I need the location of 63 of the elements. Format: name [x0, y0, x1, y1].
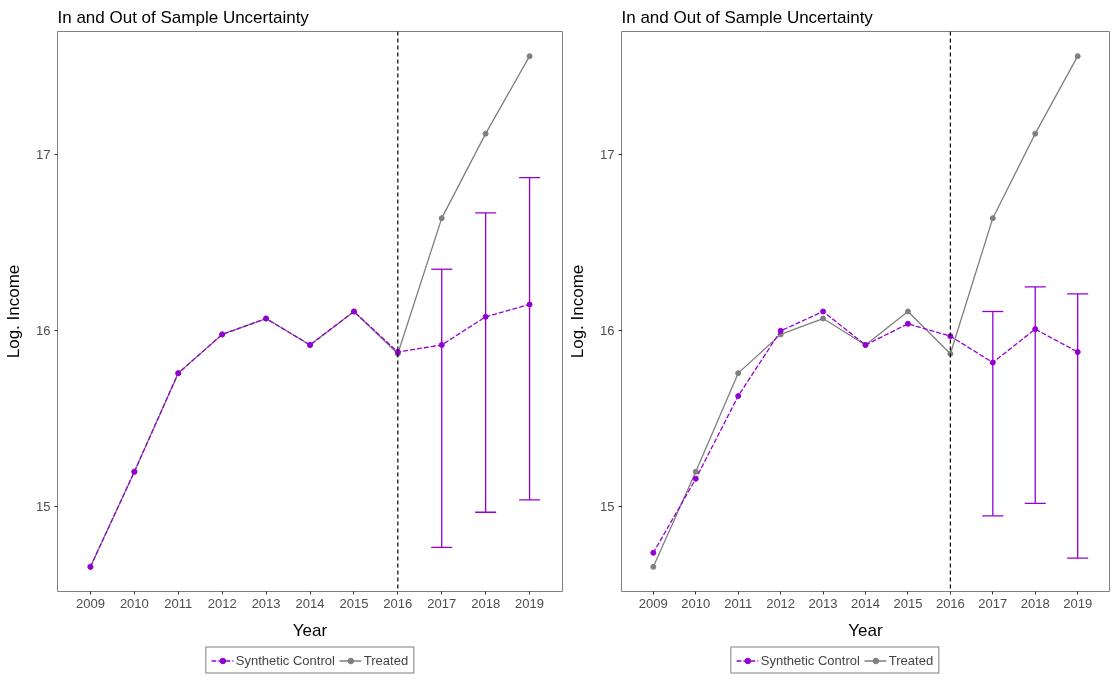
point: [438, 341, 445, 348]
x-axis-title: Year: [292, 620, 328, 640]
point: [904, 308, 911, 315]
point: [1032, 130, 1039, 137]
point: [1074, 53, 1081, 60]
point: [1032, 326, 1039, 333]
y-tick-label: 17: [600, 147, 615, 163]
point: [989, 215, 996, 222]
legend-label: Synthetic Control: [760, 652, 860, 668]
y-tick-label: 17: [36, 147, 51, 163]
x-tick-label: 2010: [681, 595, 711, 611]
x-tick-label: 2019: [1063, 595, 1093, 611]
point: [1074, 349, 1081, 355]
point: [482, 130, 489, 137]
x-tick-label: 2017: [978, 595, 1008, 611]
point: [820, 308, 827, 315]
x-tick-label: 2009: [75, 595, 105, 611]
legend-label: Synthetic Control: [235, 652, 335, 668]
x-tick-label: 2011: [164, 595, 193, 611]
point: [692, 475, 699, 482]
point: [650, 563, 657, 570]
x-tick-label: 2012: [766, 595, 796, 611]
y-axis-title: Log. Income: [568, 264, 588, 359]
x-tick-label: 2018: [1020, 595, 1050, 611]
y-tick-label: 16: [36, 323, 51, 339]
point: [820, 315, 827, 322]
point: [650, 549, 657, 556]
legend-label: Treated: [888, 652, 934, 668]
x-tick-label: 2012: [207, 595, 237, 611]
point: [947, 350, 954, 357]
y-axis-title: Log. Income: [4, 264, 24, 359]
x-tick-label: 2009: [638, 595, 668, 611]
point: [438, 215, 445, 222]
point: [947, 333, 954, 340]
x-tick-label: 2013: [808, 595, 838, 611]
legend-label: Treated: [363, 652, 409, 668]
x-tick-label: 2010: [119, 595, 149, 611]
x-tick-label: 2011: [724, 595, 753, 611]
x-axis-title: Year: [848, 620, 884, 640]
y-tick-label: 15: [36, 499, 51, 515]
x-tick-label: 2014: [295, 595, 325, 611]
x-tick-label: 2013: [251, 595, 281, 611]
x-tick-label: 2016: [383, 595, 413, 611]
x-tick-label: 2015: [339, 595, 369, 611]
x-tick-label: 2015: [893, 595, 923, 611]
chart-title: In and Out of Sample Uncertainty: [621, 7, 874, 27]
point: [482, 313, 489, 320]
y-tick-label: 15: [600, 499, 615, 515]
x-tick-label: 2016: [935, 595, 965, 611]
point: [526, 53, 533, 60]
y-tick-label: 16: [600, 323, 615, 339]
point: [989, 359, 996, 366]
x-tick-label: 2018: [471, 595, 501, 611]
point: [904, 320, 911, 327]
point: [735, 393, 742, 400]
chart-title: In and Out of Sample Uncertainty: [57, 7, 310, 27]
point: [692, 468, 699, 475]
x-tick-label: 2019: [515, 595, 545, 611]
point: [777, 327, 784, 334]
x-tick-label: 2014: [851, 595, 880, 611]
x-tick-label: 2017: [427, 595, 457, 611]
point: [735, 370, 742, 377]
point: [526, 301, 533, 308]
